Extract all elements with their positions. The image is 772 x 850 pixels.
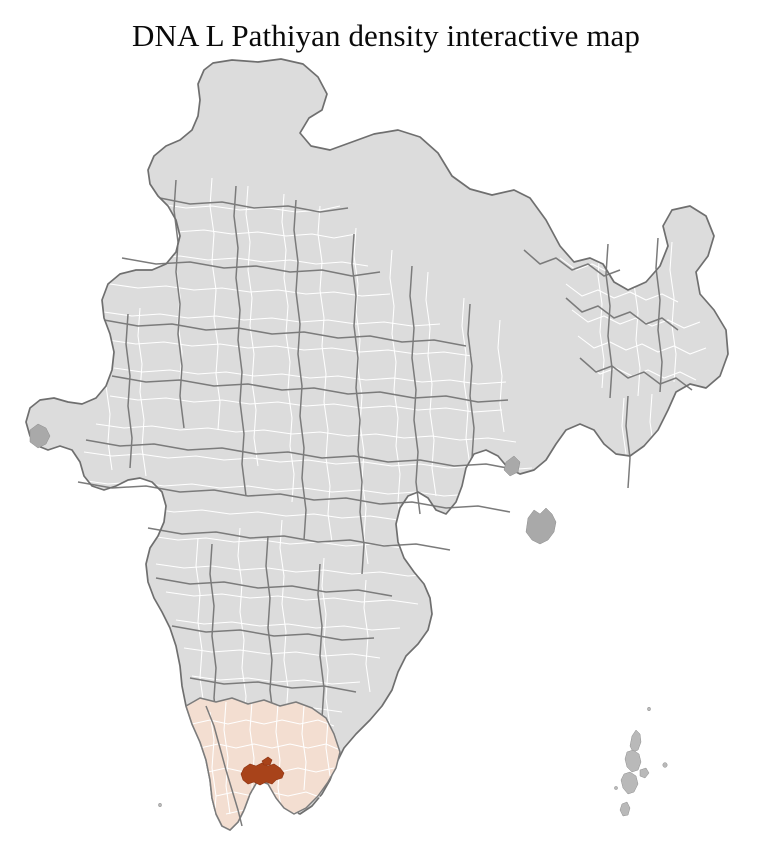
island-dot-n1 (647, 706, 651, 712)
india-country-outline (25, 58, 729, 831)
island-north-andaman (629, 729, 642, 753)
southern-state-outline (185, 697, 341, 831)
map-canvas[interactable] (0, 58, 772, 838)
lakshadweep-dot (158, 802, 162, 808)
island-south-andaman (620, 771, 639, 795)
highlight-district-group[interactable] (240, 756, 285, 786)
island-middle-andaman (624, 749, 642, 773)
sundarbans-delta (525, 507, 557, 545)
andaman-nicobar-islands[interactable] (614, 706, 668, 838)
kutch-coastal-patch (29, 423, 51, 449)
east-coast-patch (503, 455, 521, 477)
page-title: DNA L Pathiyan density interactive map (131, 18, 640, 53)
kerala-tamilnadu-border (205, 705, 243, 827)
island-little-andaman (619, 801, 631, 817)
island-east-spur (639, 767, 650, 779)
highlight-district[interactable] (240, 762, 285, 786)
island-dot-w1 (614, 786, 618, 790)
highlight-district-spur[interactable] (261, 756, 273, 766)
island-dot-e1 (662, 762, 668, 768)
india-map-svg[interactable] (0, 58, 772, 838)
